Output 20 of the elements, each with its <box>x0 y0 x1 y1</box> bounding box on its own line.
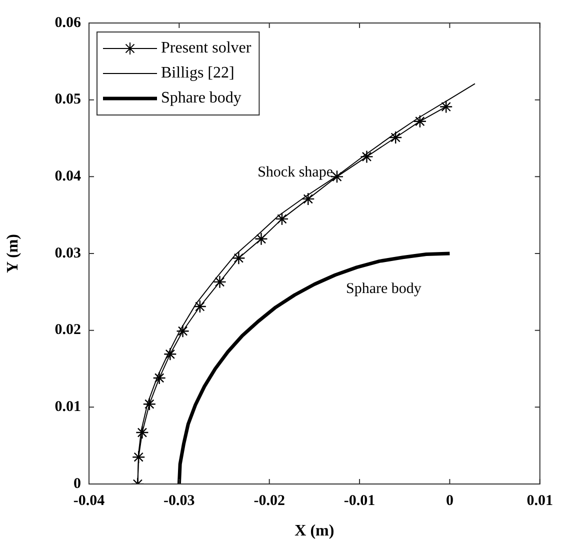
x-tick-label: 0.01 <box>526 492 553 509</box>
y-tick-label: 0.06 <box>54 14 82 31</box>
x-tick-label: -0.02 <box>254 492 285 509</box>
y-tick-label: 0 <box>74 476 81 492</box>
x-tick-label: -0.03 <box>164 492 195 509</box>
y-tick-label: 0.01 <box>54 399 81 416</box>
y-tick-label: 0.02 <box>54 322 81 338</box>
y-tick-label: 0.05 <box>54 92 81 108</box>
x-axis-title: X (m) <box>294 522 334 540</box>
x-tick-label: -0.01 <box>344 492 376 509</box>
y-tick-label: 0.03 <box>54 245 81 262</box>
y-tick-label: 0.04 <box>54 168 82 185</box>
legend-label: Sphare body <box>161 90 242 107</box>
annotation: Shock shape <box>258 164 334 181</box>
legend-label: Present solver <box>161 40 252 57</box>
x-tick-label: 0 <box>446 492 454 509</box>
legend-label: Billigs [22] <box>161 64 234 82</box>
annotation: Sphare body <box>346 280 422 297</box>
x-tick-label: -0.04 <box>73 492 106 509</box>
y-axis-title: Y (m) <box>4 234 22 273</box>
